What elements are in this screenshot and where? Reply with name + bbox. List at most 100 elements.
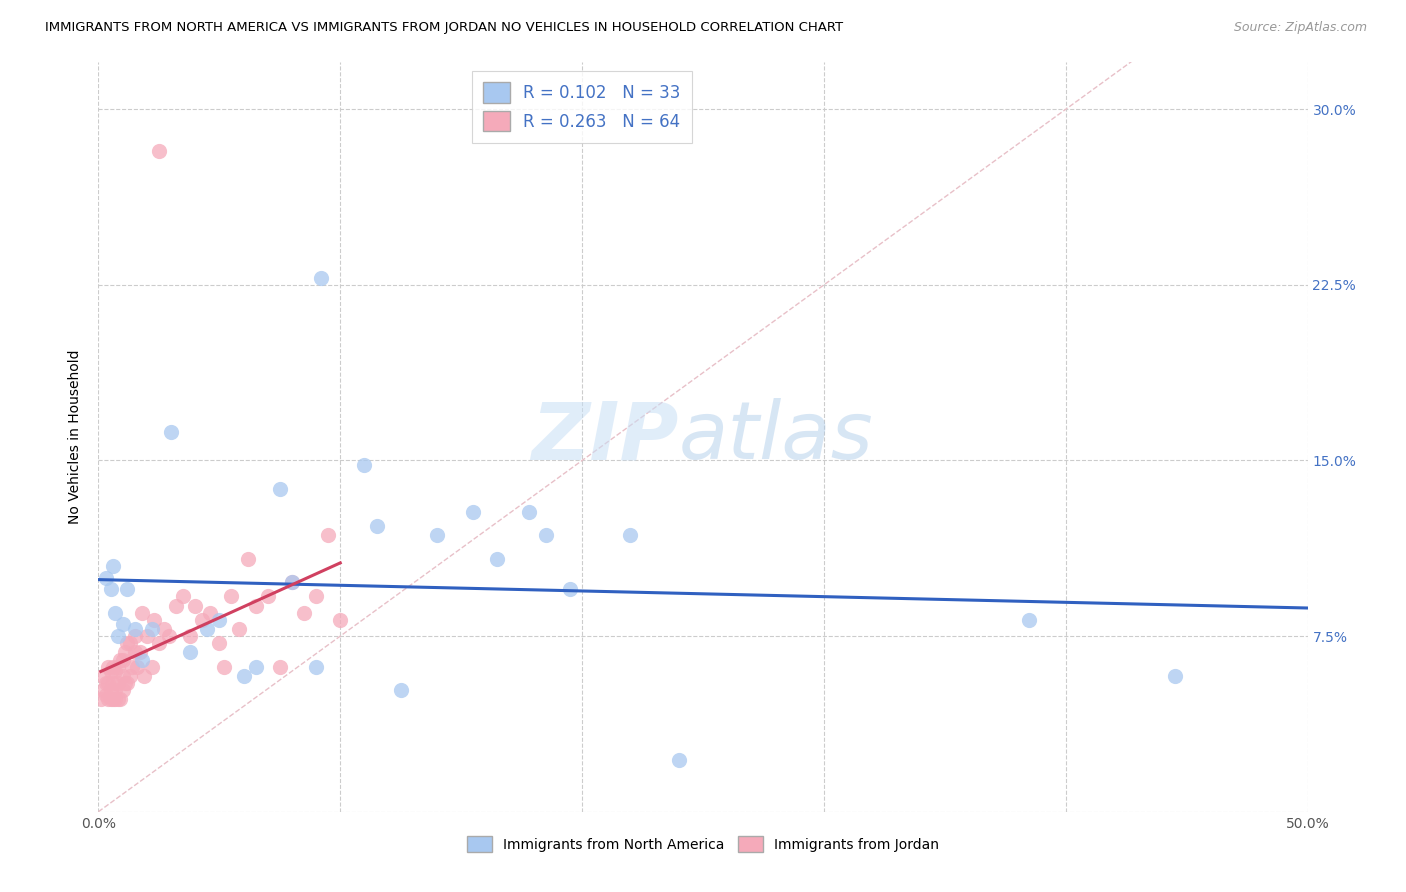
Point <box>117 676 139 690</box>
Point <box>269 482 291 496</box>
Point <box>141 659 163 673</box>
Text: atlas: atlas <box>679 398 873 476</box>
Point <box>134 669 156 683</box>
Point <box>128 646 150 660</box>
Point <box>668 753 690 767</box>
Point <box>486 551 509 566</box>
Point <box>195 622 218 636</box>
Point <box>107 629 129 643</box>
Point <box>221 590 243 604</box>
Point <box>245 659 267 673</box>
Point <box>1018 613 1040 627</box>
Point <box>104 664 127 679</box>
Point <box>124 629 146 643</box>
Point <box>94 571 117 585</box>
Point <box>165 599 187 613</box>
Point <box>90 692 112 706</box>
Point <box>208 636 231 650</box>
Point <box>124 646 146 660</box>
Point <box>256 590 278 604</box>
Point <box>100 683 122 698</box>
Point <box>114 676 136 690</box>
Point <box>269 659 291 673</box>
Point <box>353 458 375 473</box>
Point <box>191 613 214 627</box>
Point <box>172 590 194 604</box>
Point <box>184 599 207 613</box>
Point <box>91 669 114 683</box>
Point <box>114 646 136 660</box>
Point <box>463 505 485 519</box>
Point <box>135 629 157 643</box>
Point <box>111 683 134 698</box>
Point <box>198 606 221 620</box>
Legend: Immigrants from North America, Immigrants from Jordan: Immigrants from North America, Immigrant… <box>461 830 945 857</box>
Point <box>101 692 124 706</box>
Point <box>94 676 117 690</box>
Point <box>108 652 131 666</box>
Point <box>426 528 449 542</box>
Point <box>148 145 170 159</box>
Point <box>179 646 201 660</box>
Point <box>179 629 201 643</box>
Text: Source: ZipAtlas.com: Source: ZipAtlas.com <box>1233 21 1367 34</box>
Point <box>107 676 129 690</box>
Point <box>534 528 557 542</box>
Point <box>143 613 166 627</box>
Point <box>1163 669 1185 683</box>
Point <box>94 688 117 702</box>
Point <box>97 676 120 690</box>
Point <box>245 599 267 613</box>
Point <box>329 613 352 627</box>
Point <box>208 613 231 627</box>
Point <box>104 692 127 706</box>
Point <box>107 692 129 706</box>
Point <box>292 606 315 620</box>
Point <box>619 528 641 542</box>
Point <box>316 528 339 542</box>
Point <box>97 659 120 673</box>
Point <box>281 575 304 590</box>
Point <box>111 652 134 666</box>
Point <box>228 622 250 636</box>
Point <box>160 425 183 440</box>
Point <box>157 629 180 643</box>
Point <box>100 664 122 679</box>
Point <box>232 669 254 683</box>
Point <box>118 636 141 650</box>
Point <box>121 659 143 673</box>
Point <box>104 683 127 698</box>
Point <box>305 590 328 604</box>
Point <box>97 692 120 706</box>
Y-axis label: No Vehicles in Household: No Vehicles in Household <box>69 350 83 524</box>
Point <box>101 676 124 690</box>
Point <box>305 659 328 673</box>
Point <box>238 551 260 566</box>
Point <box>131 652 153 666</box>
Point <box>141 622 163 636</box>
Point <box>111 617 134 632</box>
Point <box>117 636 139 650</box>
Point <box>104 606 127 620</box>
Point <box>517 505 540 519</box>
Point <box>152 622 174 636</box>
Point <box>118 669 141 683</box>
Point <box>212 659 235 673</box>
Point <box>124 622 146 636</box>
Point <box>101 558 124 573</box>
Point <box>148 636 170 650</box>
Point <box>111 669 134 683</box>
Text: ZIP: ZIP <box>531 398 679 476</box>
Point <box>107 659 129 673</box>
Point <box>309 271 332 285</box>
Point <box>101 659 124 673</box>
Point <box>91 683 114 698</box>
Point <box>127 659 149 673</box>
Point <box>100 582 122 597</box>
Point <box>281 575 304 590</box>
Point <box>389 683 412 698</box>
Point <box>366 519 388 533</box>
Point <box>117 582 139 597</box>
Point <box>100 692 122 706</box>
Text: IMMIGRANTS FROM NORTH AMERICA VS IMMIGRANTS FROM JORDAN NO VEHICLES IN HOUSEHOLD: IMMIGRANTS FROM NORTH AMERICA VS IMMIGRA… <box>45 21 844 34</box>
